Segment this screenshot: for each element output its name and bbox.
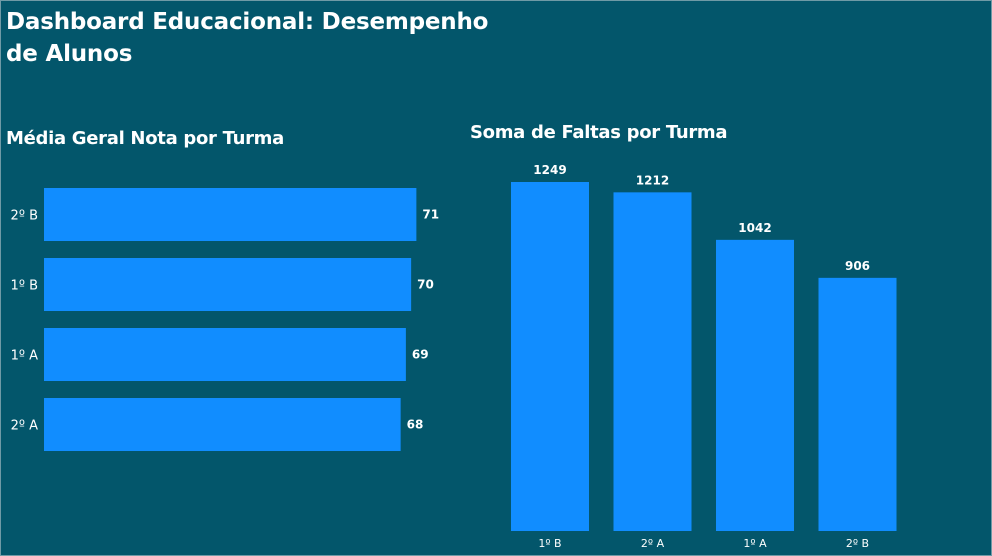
bar-avg-grade-0 — [44, 188, 417, 241]
category-label-avg-grade-1: 1º B — [11, 279, 38, 294]
category-label-absences-0: 1º B — [538, 537, 561, 550]
data-label-avg-grade-1: 70 — [417, 278, 434, 292]
category-label-absences-1: 2º A — [641, 537, 665, 550]
category-label-avg-grade-3: 2º A — [11, 419, 39, 434]
bar-absences-1 — [613, 192, 692, 531]
avg-grade-bar-chart[interactable]: 2º B 71 1º B 70 1º A 69 2º A 68 — [0, 0, 470, 556]
dashboard-title: Dashboard Educacional: Desempenho de Alu… — [6, 9, 489, 67]
chart-title-absences: Soma de Faltas por Turma — [470, 122, 728, 143]
data-label-absences-2: 1042 — [738, 221, 771, 235]
chart-title-avg-grade: Média Geral Nota por Turma — [6, 128, 284, 149]
bar-absences-2 — [716, 239, 794, 531]
bar-avg-grade-1 — [44, 258, 412, 311]
data-label-avg-grade-0: 71 — [422, 208, 439, 222]
category-label-absences-2: 1º A — [743, 537, 767, 550]
data-label-absences-1: 1212 — [636, 173, 669, 187]
data-label-avg-grade-2: 69 — [412, 348, 429, 362]
category-label-avg-grade-2: 1º A — [11, 349, 39, 364]
data-label-absences-3: 906 — [845, 259, 870, 273]
bar-absences-0 — [511, 182, 589, 531]
data-label-avg-grade-3: 68 — [407, 418, 424, 432]
data-label-absences-0: 1249 — [533, 163, 566, 177]
category-label-absences-3: 2º B — [846, 537, 869, 550]
bar-avg-grade-3 — [44, 398, 401, 451]
category-label-avg-grade-0: 2º B — [11, 209, 38, 224]
bar-avg-grade-2 — [44, 328, 406, 381]
bar-absences-3 — [818, 277, 897, 531]
